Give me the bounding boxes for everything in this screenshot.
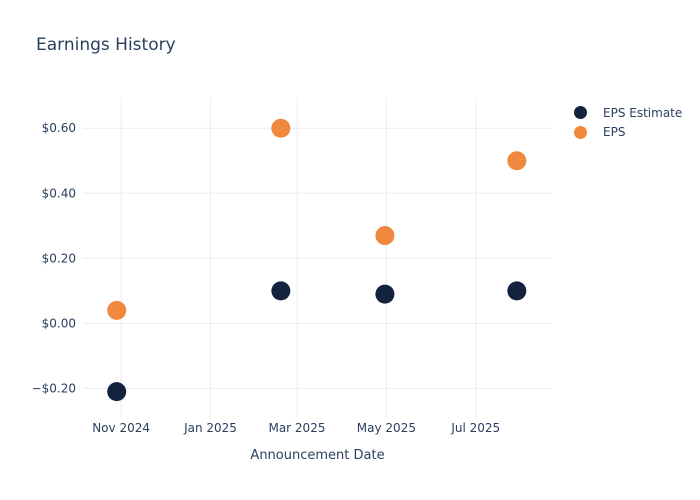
y-tick-label: $0.20 [42, 251, 76, 265]
data-point-eps-estimate [271, 281, 291, 301]
legend-item-eps[interactable]: EPS [574, 123, 682, 143]
eps-marker-icon [574, 125, 587, 139]
legend-item-eps-estimate[interactable]: EPS Estimate [574, 103, 682, 123]
legend-label-eps-estimate: EPS Estimate [603, 105, 683, 120]
chart-title: Earnings History [36, 35, 176, 55]
x-tick-label: Jul 2025 [450, 421, 500, 435]
y-tick-label: $0.60 [42, 121, 76, 135]
data-point-eps [507, 151, 527, 171]
legend-label-eps: EPS [603, 125, 626, 140]
x-tick-label: Mar 2025 [268, 421, 325, 435]
x-tick-label: Jan 2025 [183, 421, 237, 435]
y-tick-label: −$0.20 [32, 381, 76, 395]
data-point-eps-estimate [107, 382, 127, 402]
x-tick-label: Nov 2024 [92, 421, 150, 435]
data-point-eps-estimate [507, 281, 527, 301]
legend: EPS Estimate EPS [574, 103, 682, 142]
y-tick-label: $0.00 [42, 316, 76, 330]
eps-estimate-marker-icon [574, 106, 587, 120]
data-point-eps [271, 118, 291, 138]
x-tick-label: May 2025 [357, 421, 416, 435]
data-point-eps [375, 226, 395, 246]
y-tick-label: $0.40 [42, 186, 76, 200]
x-axis-title: Announcement Date [250, 448, 385, 463]
data-point-eps [107, 300, 127, 320]
data-point-eps-estimate [375, 284, 395, 304]
